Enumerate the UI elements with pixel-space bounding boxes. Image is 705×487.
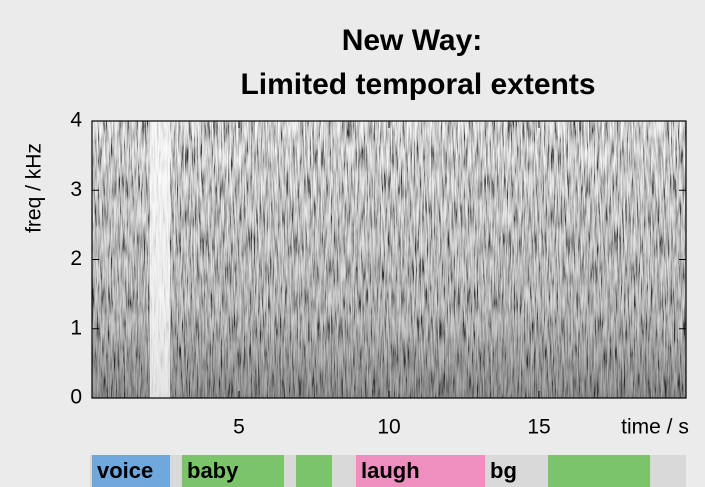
chart-title: New Way:: [342, 24, 483, 57]
segment-label: voice: [97, 458, 153, 483]
spectrogram-image: [92, 121, 686, 398]
x-axis-label: time / s: [621, 416, 689, 439]
y-tick-label: 2: [70, 247, 82, 270]
segment-label: laugh: [361, 458, 420, 483]
y-tick-label: 4: [70, 109, 82, 132]
x-tick-label: 15: [527, 416, 550, 439]
y-tick-label: 3: [70, 178, 82, 201]
chart: New Way: Limited temporal extents freq /…: [0, 0, 705, 487]
segment-label: bg: [490, 458, 517, 483]
x-tick-label: 10: [377, 416, 400, 439]
chart-title: Limited temporal extents: [240, 68, 595, 101]
y-tick-label: 1: [70, 316, 82, 339]
y-axis-label: freq / kHz: [23, 143, 46, 233]
annotation-segment: [548, 455, 650, 487]
segment-label: baby: [187, 458, 239, 483]
y-tick-label: 0: [70, 386, 82, 409]
annotation-segment: [296, 455, 332, 487]
x-tick-label: 5: [233, 416, 245, 439]
